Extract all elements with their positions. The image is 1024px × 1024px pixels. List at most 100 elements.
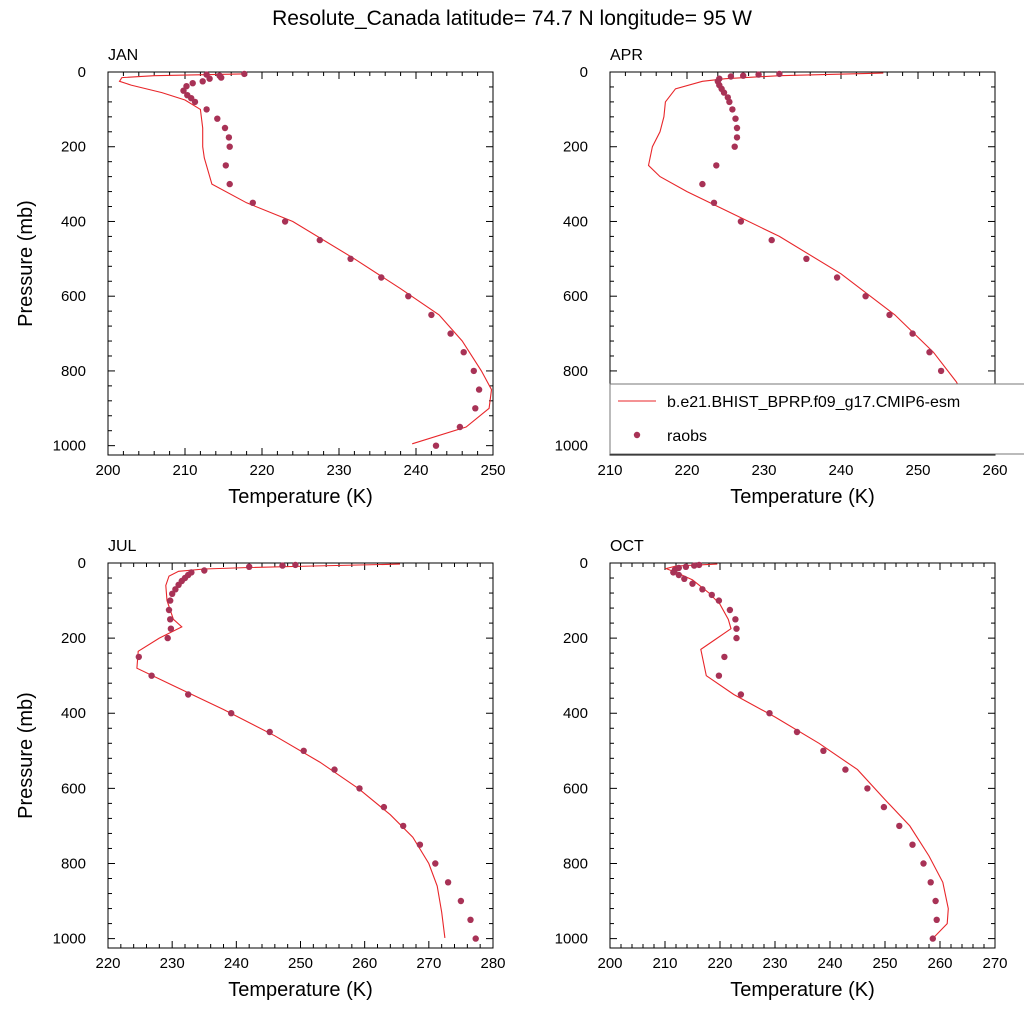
obs-point [833,274,841,281]
panel-label: APR [610,47,643,64]
x-tick-label: 240 [828,462,853,479]
obs-point [241,70,248,78]
obs-point [175,581,182,588]
obs-point [470,367,477,375]
obs-point [199,78,206,85]
obs-point [733,134,741,141]
obs-point [803,255,810,262]
x-tick-label: 240 [817,955,842,972]
x-tick-label: 250 [905,462,930,479]
obs-point [927,879,934,886]
obs-point [249,199,256,206]
obs-point [695,561,703,569]
obs-point [316,236,323,244]
obs-point [710,199,718,206]
obs-point [909,330,916,337]
obs-point [937,367,945,375]
plot-frame [107,71,494,456]
y-tick-label: 800 [563,363,588,380]
obs-point [226,143,233,150]
obs-point [920,860,927,867]
obs-point [820,747,827,754]
obs-point [682,563,690,570]
obs-point [732,115,739,122]
y-tick-label: 1000 [555,438,588,455]
obs-point [180,87,187,94]
obs-point [933,916,940,923]
obs-point [733,634,740,642]
model-line [136,563,446,938]
plot-frame [609,71,996,456]
obs-point [733,625,740,632]
obs-point [715,597,723,604]
obs-point [475,386,483,393]
obs-point [201,567,208,574]
obs-point [331,766,338,773]
x-tick-label: 260 [352,955,377,972]
y-tick-label: 400 [61,705,86,722]
y-tick-label: 1000 [53,438,86,455]
model-line [118,73,493,445]
y-tick-label: 0 [580,555,588,572]
x-tick-label: 200 [95,462,120,479]
obs-point [720,89,728,96]
obs-point [246,563,253,570]
panels: JAN 200 210 220 230 240 250 0 200 400 600 800 1000 Te… [15,47,1008,1001]
obs-point [189,80,196,87]
y-tick-label: 0 [580,64,588,81]
x-tick-label: 230 [751,462,776,479]
obs-point [864,785,871,792]
obs-point [755,71,762,78]
obs-point [169,590,176,597]
obs-point [225,134,233,141]
obs-point [292,561,299,569]
obs-point [405,293,412,300]
obs-point [740,72,747,79]
main-title: Resolute_Canada latitude= 74.7 N longitu… [272,7,752,30]
obs-point [699,586,706,593]
obs-point [214,115,221,122]
obs-point [681,575,688,582]
obs-point [281,218,289,225]
x-axis-title: Temperature (K) [228,486,373,508]
obs-point [727,73,735,80]
obs-point [926,349,933,356]
x-tick-label: 210 [652,955,677,972]
obs-point [932,897,939,905]
obs-point [380,803,388,811]
obs-point [165,606,173,614]
x-tick-label: 270 [982,955,1007,972]
x-tick-label: 250 [872,955,897,972]
plot-frame [609,562,996,949]
obs-point [432,860,439,867]
x-axis-title: Temperature (K) [730,486,875,508]
model-line [664,563,949,938]
y-tick-label: 400 [61,213,86,230]
obs-point [708,591,715,599]
obs-point [909,841,916,848]
obs-point [691,562,698,569]
obs-point [737,218,745,225]
obs-point [467,916,474,923]
obs-point [172,586,179,593]
obs-point [167,625,175,632]
y-tick-label: 600 [563,780,588,797]
x-tick-label: 200 [597,955,622,972]
obs-point [356,785,363,792]
obs-point [713,162,720,169]
obs-point [226,180,233,188]
obs-point [428,311,435,319]
obs-point [164,634,171,642]
x-axis-title: Temperature (K) [228,979,373,1001]
x-tick-label: 270 [416,955,441,972]
obs-point [191,98,199,106]
y-tick-label: 200 [61,139,86,156]
obs-point [456,423,464,431]
obs-point [206,75,213,82]
obs-point [776,70,783,78]
obs-point [185,691,192,698]
obs-point [279,562,286,569]
panel-oct: OCT 200 210 220 230 240 250 260 270 0 200 400 600 800… [555,538,1008,1001]
